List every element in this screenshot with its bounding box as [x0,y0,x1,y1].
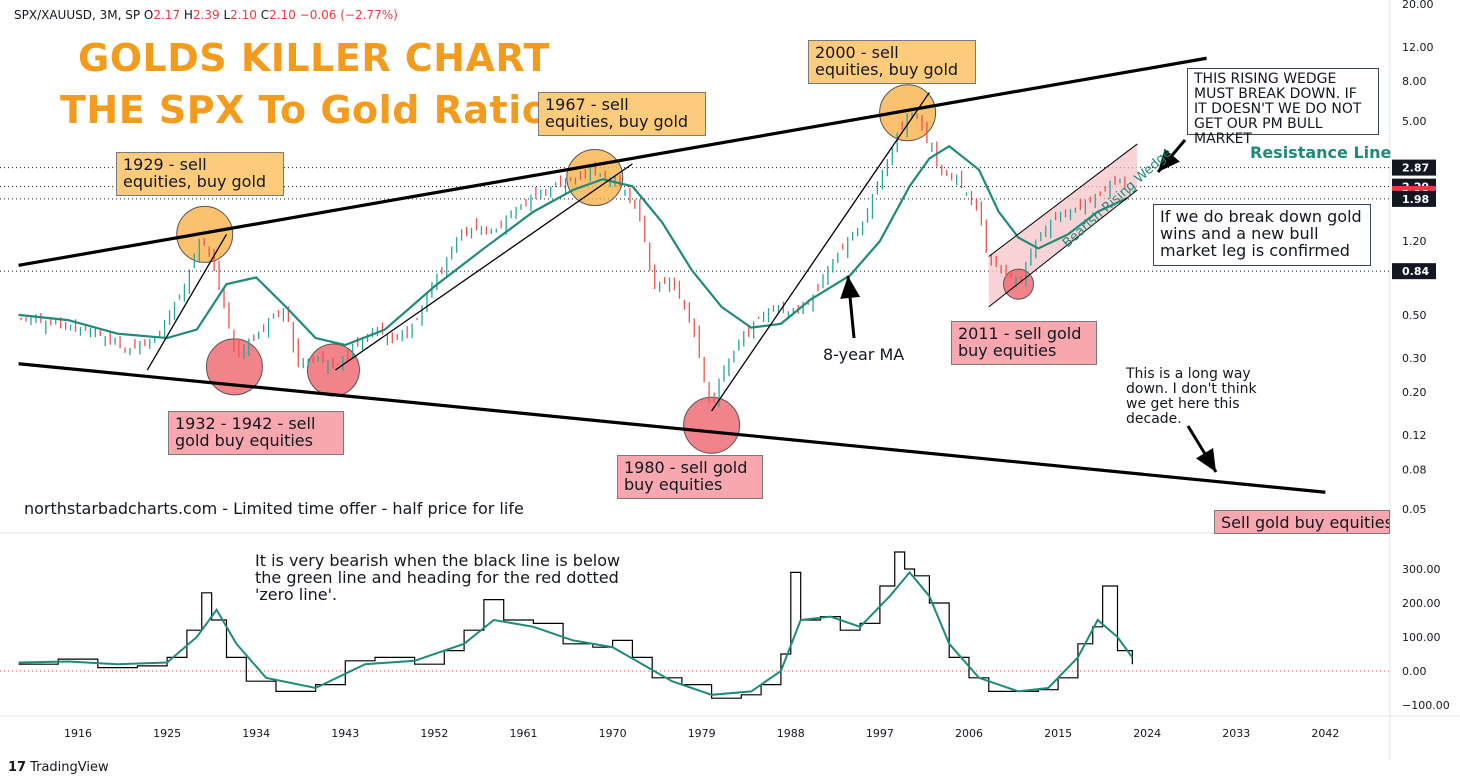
change-value: −0.06 (−2.77%) [299,8,398,22]
wedge-trendline [988,189,1138,308]
annotation-2011: 2011 - sell gold buy equities [951,321,1097,365]
x-tick-label: 1961 [510,727,538,740]
circle-1980 [683,396,741,454]
x-tick-label: 2042 [1311,727,1339,740]
oscillator-note: It is very bearish when the black line i… [255,551,621,604]
annotation-1967: 1967 - sell equities, buy gold [538,92,706,136]
x-tick-label: 2006 [955,727,983,740]
price-tag-bg [1392,159,1436,176]
osc-y-tick-label: 300.00 [1402,563,1441,576]
wedge-trendline [988,143,1138,257]
wedge-arrow-head [1158,148,1180,172]
long-way-down-note: This is a long way down. I don't think w… [1126,366,1257,427]
high-value: 2.39 [192,8,220,22]
y-tick-label: 0.12 [1402,429,1427,442]
annotation-1932-1942: 1932 - 1942 - sell gold buy equities [168,411,344,455]
y-tick-label: 0.20 [1402,386,1427,399]
open-label: O [143,8,154,22]
price-tag-label: 0.84 [1402,265,1429,278]
x-tick-label: 1952 [420,727,448,740]
price-tag-label: 2.87 [1402,162,1429,175]
y-tick-label: 8.00 [1402,75,1427,88]
close-value: 2.10 [269,8,296,22]
price-tag-bg [1392,190,1436,207]
minor-trendline [711,92,930,412]
osc-y-tick-label: 200.00 [1402,597,1441,610]
x-tick-label: 1934 [242,727,270,740]
brand-name: TradingView [30,760,109,775]
major-trendline [18,56,1207,267]
ma-arrow-head [840,276,861,299]
y-tick-label: 0.05 [1402,503,1427,516]
low-value: 2.10 [230,8,257,22]
y-tick-label: 12.00 [1402,41,1434,54]
x-tick-label: 1943 [331,727,359,740]
price-tag-label: 1.98 [1402,193,1429,206]
x-tick-label: 2015 [1044,727,1072,740]
annotation-2000: 2000 - sell equities, buy gold [808,40,976,84]
low-label: L [223,8,231,22]
ma-8-year-line [18,144,1128,347]
x-tick-label: 2033 [1222,727,1250,740]
oscillator-signal-line [18,570,1134,696]
y-tick-label: 1.20 [1402,235,1427,248]
tradingview-brand[interactable]: 17 TradingView [8,760,109,775]
resistance-line-label: Resistance Line [1250,143,1392,162]
x-tick-label: 1988 [777,727,805,740]
x-tick-label: 1997 [866,727,894,740]
osc-y-tick-label: 100.00 [1402,631,1441,644]
y-tick-label: 0.30 [1402,352,1427,365]
x-tick-label: 1916 [64,727,92,740]
osc-y-tick-label: −100.00 [1402,699,1450,712]
x-tick-label: 2024 [1133,727,1161,740]
minor-trendline [146,234,228,371]
open-value: 2.17 [153,8,181,22]
osc-y-tick-label: 0.00 [1402,665,1427,678]
high-label: H [183,8,193,22]
y-tick-label: 0.50 [1402,309,1427,322]
x-tick-label: 1925 [153,727,181,740]
sell-gold-buy-equities-box: Sell gold buy equities [1214,510,1390,534]
breakdown-note: If we do break down gold wins and a new … [1153,204,1371,266]
symbol-info[interactable]: SPX/XAUUSD, 3M, SP [14,8,141,22]
close-label: C [260,8,270,22]
y-tick-label: 0.08 [1402,463,1427,476]
x-tick-label: 1979 [688,727,716,740]
minor-trendline [335,163,633,371]
tradingview-logo-icon: 17 [8,760,27,775]
major-trendline [18,362,1326,494]
circle-1967 [566,149,624,207]
annotation-1980: 1980 - sell gold buy equities [617,455,763,499]
y-tick-label: 20.00 [1402,0,1434,11]
rising-wedge-warning: THIS RISING WEDGE MUST BREAK DOWN. IF IT… [1187,68,1379,147]
circle-1942 [306,343,360,397]
promo-text: northstarbadcharts.com - Limited time of… [24,499,524,518]
x-tick-label: 1970 [599,727,627,740]
symbol-ohlc-header: SPX/XAUUSD, 3M, SP O2.17 H2.39 L2.10 C2.… [14,8,398,22]
chart-title-line-2: THE SPX To Gold Ratio [60,88,549,132]
y-tick-label: 5.00 [1402,115,1427,128]
chart-title-line-1: GOLDS KILLER CHART [78,36,550,80]
long-way-arrow-head [1196,448,1216,472]
annotation-1929: 1929 - sell equities, buy gold [116,152,284,196]
circle-2011 [1003,268,1034,300]
price-tag-bg [1392,263,1436,280]
ma-label: 8-year MA [823,345,905,364]
